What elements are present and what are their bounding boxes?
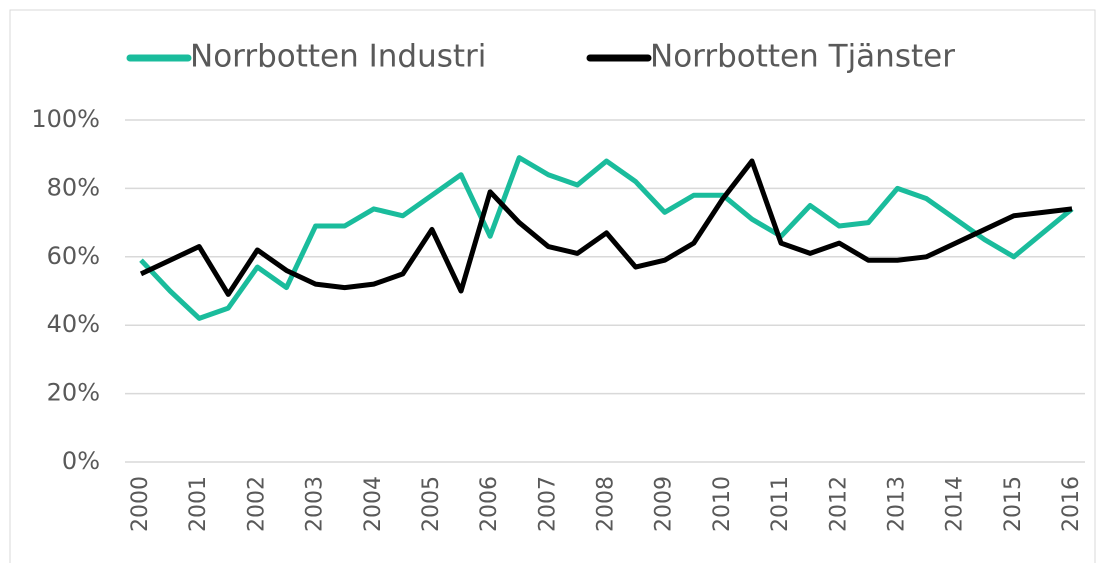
x-tick-label: 2010 [710, 476, 735, 532]
legend-label: Norrbotten Tjänster [650, 39, 955, 75]
x-tick-label: 2011 [768, 476, 793, 532]
x-tick-label: 2015 [1001, 476, 1026, 532]
series-line [139, 158, 1073, 297]
chart-border [9, 9, 1096, 563]
series-line [139, 155, 1074, 321]
x-tick-label: 2012 [826, 476, 851, 532]
y-tick-label: 80% [47, 173, 100, 201]
y-tick-label: 60% [47, 242, 100, 270]
y-tick-label: 0% [62, 447, 100, 475]
x-tick-label: 2004 [361, 476, 386, 532]
y-tick-label: 40% [47, 310, 100, 338]
x-tick-label: 2001 [186, 476, 211, 532]
x-tick-label: 2002 [244, 476, 269, 532]
x-tick-label: 2013 [884, 476, 909, 532]
x-tick-label: 2009 [652, 476, 677, 532]
x-tick-label: 2003 [303, 476, 328, 532]
y-tick-label: 20% [47, 379, 100, 407]
x-tick-label: 2016 [1059, 476, 1084, 532]
y-tick-label: 100% [31, 105, 100, 133]
x-tick-label: 2006 [477, 476, 502, 532]
x-tick-label: 2008 [594, 476, 619, 532]
x-tick-label: 2000 [128, 476, 153, 532]
x-tick-label: 2005 [419, 476, 444, 532]
x-tick-label: 2007 [535, 476, 560, 532]
x-tick-label: 2014 [943, 476, 968, 532]
legend-label: Norrbotten Industri [190, 39, 486, 75]
